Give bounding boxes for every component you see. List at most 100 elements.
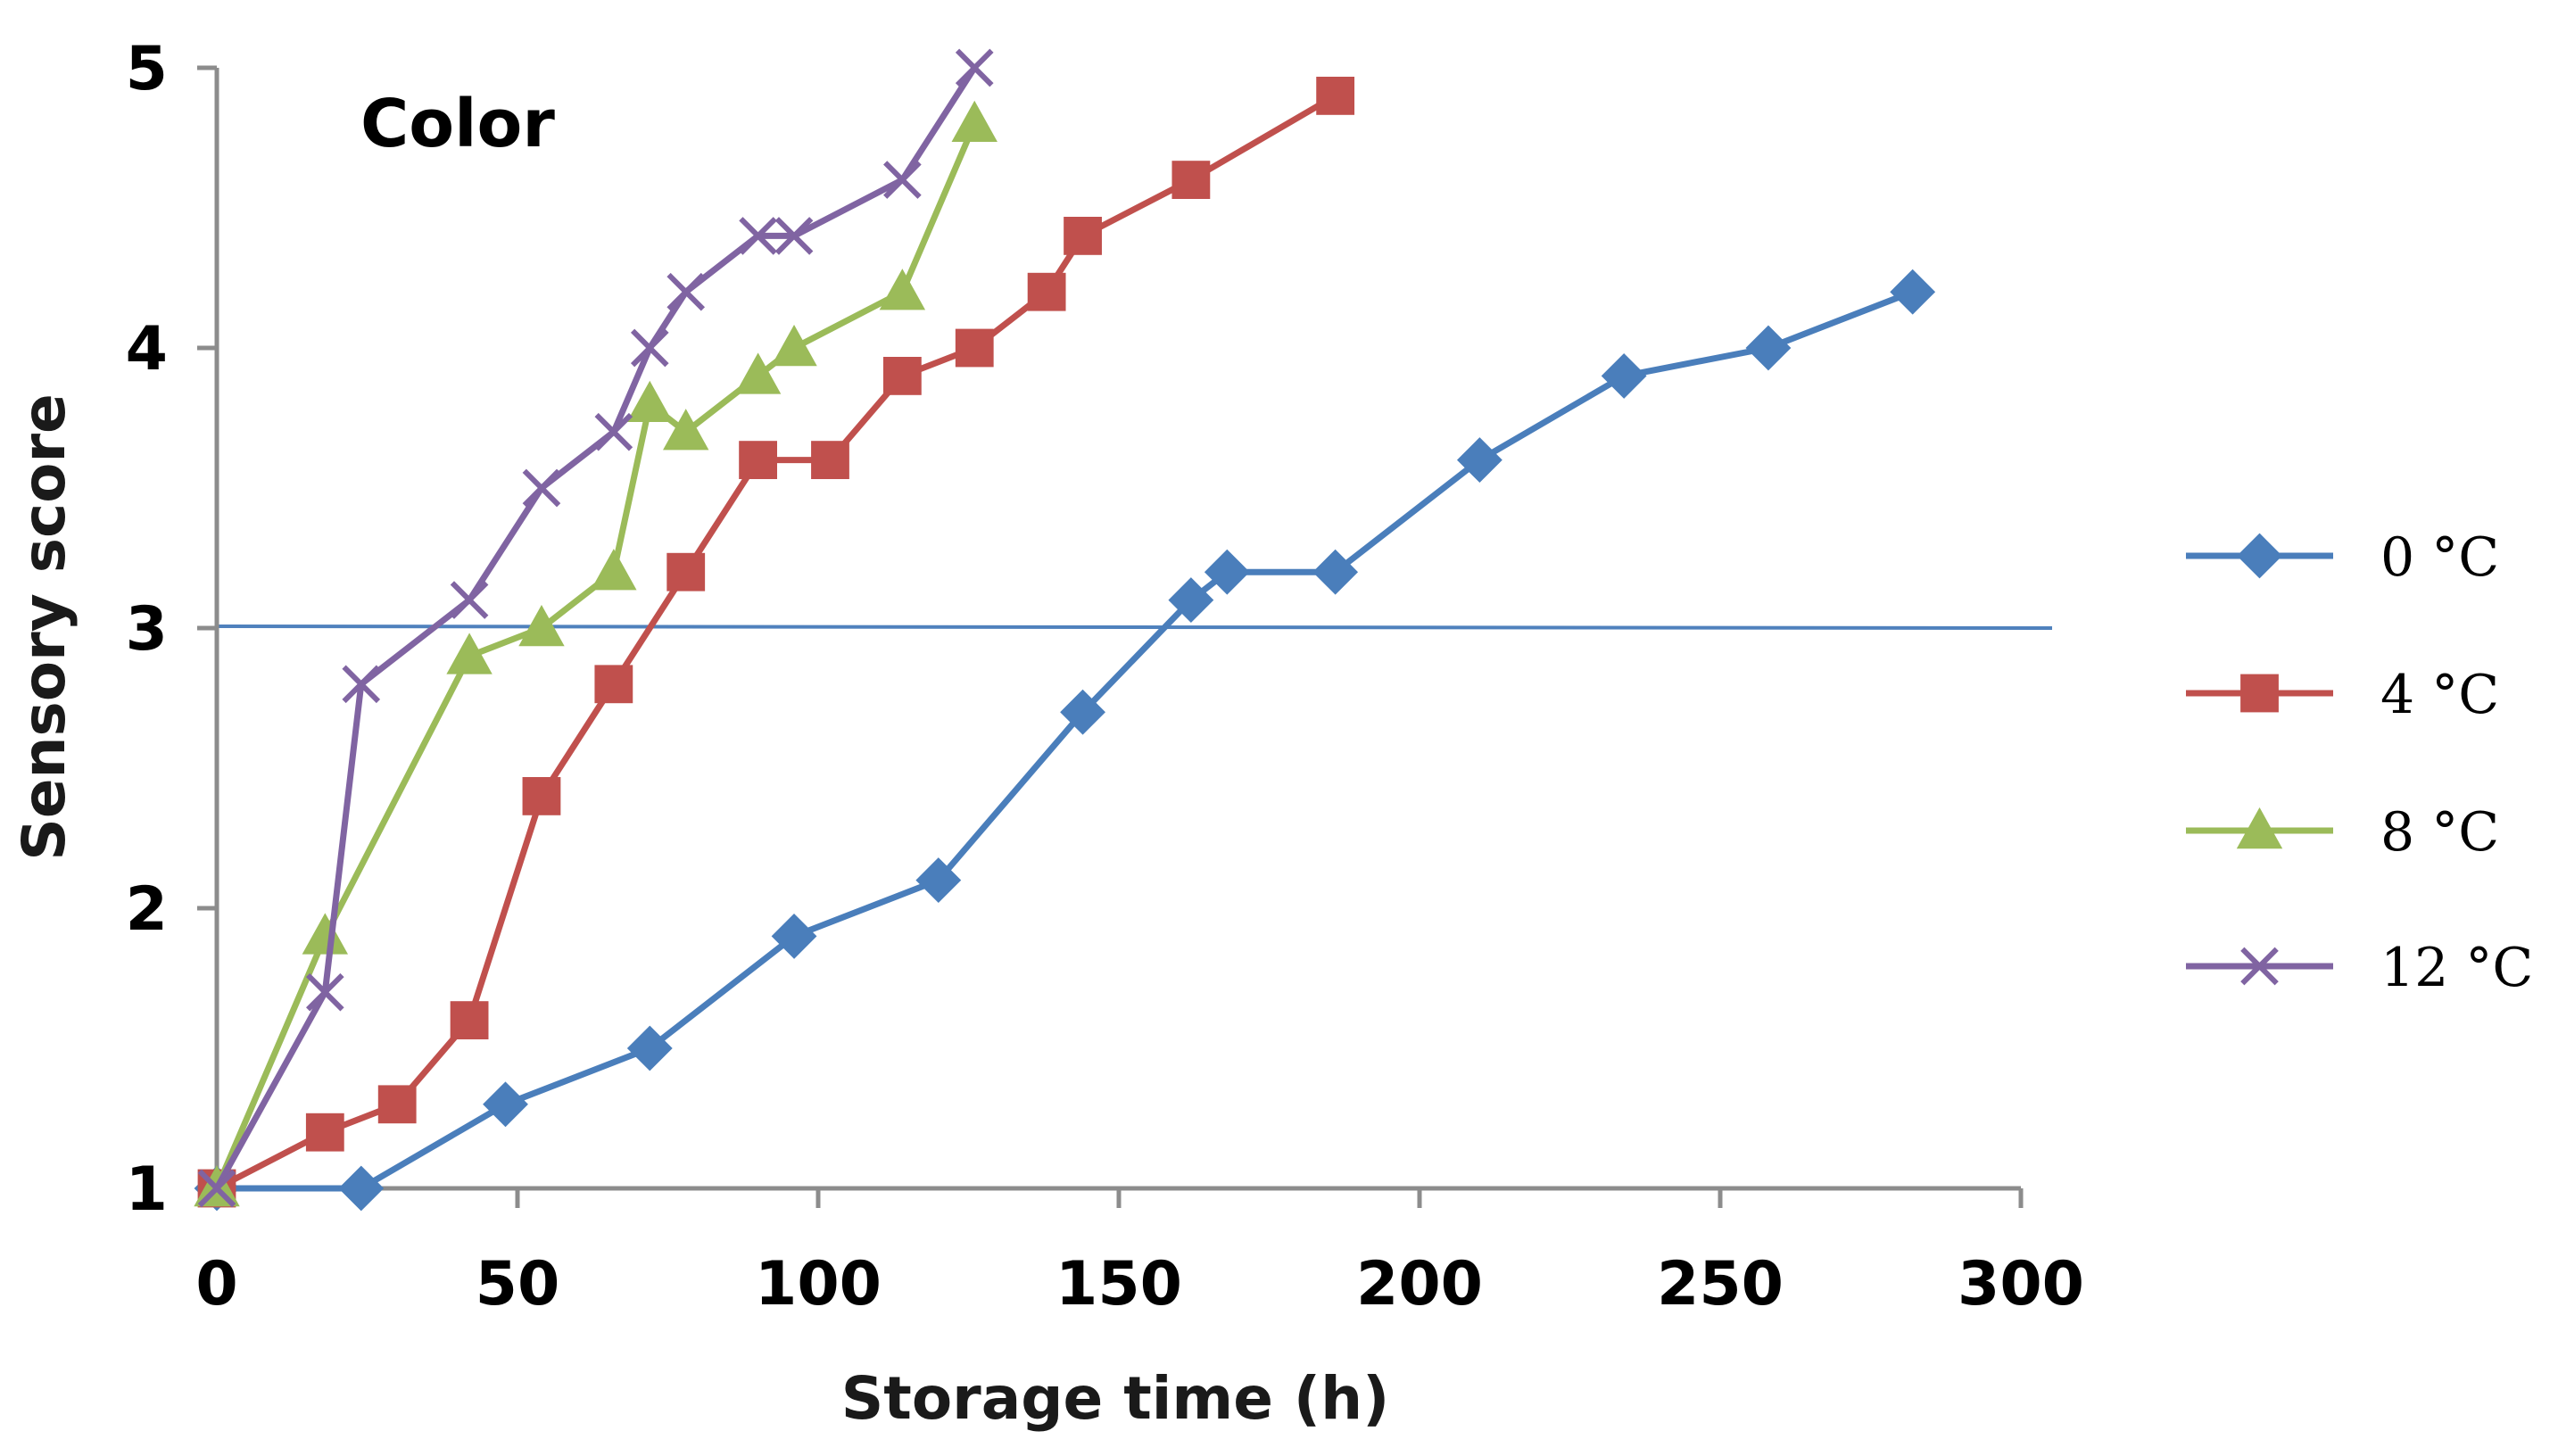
series-8c-point [446,633,493,674]
series-12c [197,48,994,1208]
marker-stroke [630,328,669,368]
marker-stroke [594,412,633,451]
series-4c-point [1064,217,1102,255]
series-12c-point [955,48,994,87]
marker-stroke [305,972,344,1012]
series-8c-point [771,324,817,367]
series-12c-point [522,468,561,508]
series-12c-point [883,161,922,199]
series-0c-point [1312,549,1359,595]
series-12c-point [305,972,344,1012]
legend-marker [2237,533,2282,579]
legend-item-12c: 12 °C [2186,937,2533,999]
series-12c-point [774,217,814,255]
marker-stroke [342,665,381,704]
marker-stroke [739,217,777,255]
series-4c [197,77,1355,1208]
series-12c-point [197,1169,236,1208]
threshold-line [216,625,2053,630]
series-4c-point [739,441,778,480]
x-tick-label: 50 [476,1249,560,1320]
series-4c-point [377,1085,417,1124]
series-4c-point [450,1001,489,1039]
series-0c-line [217,288,1914,1192]
series-8c-point [879,269,926,310]
legend-item-0c: 0 °C [2186,526,2499,589]
series-layer [194,48,1936,1212]
legend-marker [2236,807,2283,849]
series-8c-point [626,380,673,422]
y-tick-label: 5 [126,34,168,104]
series-12c-point [630,328,669,368]
series-4c-point [305,1113,344,1152]
legend-item-8c: 8 °C [2186,801,2499,864]
series-0c-point [483,1081,528,1128]
x-tick-label: 300 [1958,1249,2084,1320]
series-8c-line [213,122,978,1190]
x-tick-label: 150 [1055,1249,1182,1320]
series-4c-point [955,328,994,368]
legend-label: 4 °C [2380,664,2499,726]
series-0c-point [1456,437,1503,484]
marker-stroke [450,581,489,619]
legend-label: 12 °C [2380,937,2533,999]
marker-stroke [666,272,706,311]
x-axis-title: Storage time (h) [841,1364,1390,1433]
y-tick-label: 4 [126,314,168,385]
x-tick-label: 100 [755,1249,882,1320]
series-4c-point [1316,77,1355,115]
marker-stroke [774,217,814,255]
marker-stroke [955,48,994,87]
series-4c-line [215,93,1337,1192]
series-0c-point [626,1025,673,1071]
series-12c-line [213,66,978,1190]
threshold-layer [216,625,2053,630]
series-8c-point [518,604,565,647]
legend-label: 8 °C [2380,801,2499,864]
series-4c-point [594,665,633,704]
marker-stroke [883,161,922,199]
legend-label: 0 °C [2380,526,2499,589]
legend-marker [2240,674,2279,713]
y-tick-label: 3 [126,594,168,665]
series-4c-point [1171,161,1211,199]
series-8c-point [951,100,998,142]
x-tick-label: 250 [1657,1249,1784,1320]
series-4c-point [522,777,561,815]
series-0c-point [1601,352,1647,399]
series-0c-point [1060,689,1105,735]
y-tick-label: 2 [126,874,168,945]
series-0c [194,269,1936,1212]
series-8c-point [302,913,349,955]
series-0c-point [1890,269,1936,315]
x-tick-label: 0 [195,1249,237,1320]
series-12c-point [739,217,777,255]
x-tick-label: 200 [1356,1249,1483,1320]
series-8c [194,100,998,1207]
series-4c-point [811,441,849,480]
series-12c-point [594,412,633,451]
series-8c-point [591,549,637,591]
series-0c-point [771,913,817,959]
series-4c-point [1027,272,1066,311]
series-8c-point [734,352,782,394]
series-0c-point [338,1165,385,1212]
chart-title: Color [360,86,555,162]
legend-item-4c: 4 °C [2186,664,2499,726]
series-8c-point [663,409,709,451]
series-0c-point [1745,325,1792,371]
series-12c-point [450,581,489,619]
legend-marker [2240,947,2279,986]
series-0c-point [915,857,962,904]
marker-stroke [2240,947,2279,986]
y-tick-label: 1 [126,1154,168,1225]
marker-stroke [522,468,561,508]
series-4c-point [666,552,706,592]
series-12c-point [342,665,381,704]
legend: 0 °C 4 °C 8 °C 12 °C [2186,526,2533,999]
marker-stroke [197,1169,236,1208]
series-0c-point [1168,577,1214,624]
series-12c-point [666,272,706,311]
series-4c-point [882,357,922,395]
